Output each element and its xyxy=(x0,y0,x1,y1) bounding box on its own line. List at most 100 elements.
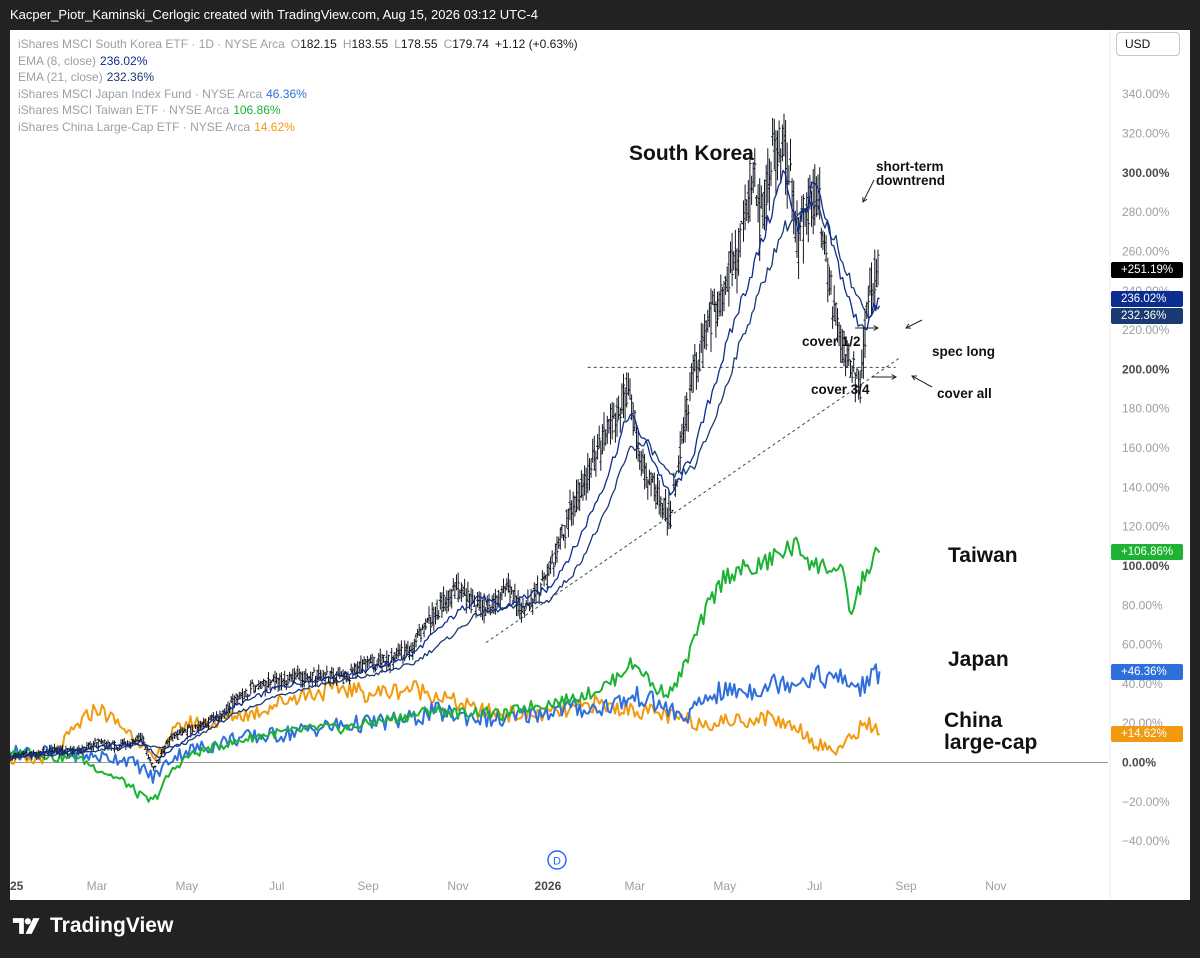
ohlc-bar xyxy=(766,148,770,203)
ohlc-bar xyxy=(100,738,103,744)
legend-label: EMA (21, close) xyxy=(18,70,103,85)
ohlc-bar xyxy=(771,117,775,146)
ohlc-bar xyxy=(719,274,723,317)
series-line-ema-21-close[interactable] xyxy=(10,201,881,760)
ohlc-bar xyxy=(254,685,257,692)
ohlc-bar xyxy=(625,372,629,408)
ohlc-bar xyxy=(236,694,240,705)
ohlc-bar xyxy=(255,684,259,687)
legend-row[interactable]: EMA (8, close) 236.02% xyxy=(18,53,578,70)
attribution-header: Kacper_Piotr_Kaminski_Cerlogic created w… xyxy=(0,0,1200,30)
ohlc-bar xyxy=(638,450,642,470)
ohlc-bar xyxy=(761,192,765,229)
ohlc-bar xyxy=(516,590,520,617)
legend-row[interactable]: iShares China Large-Cap ETF · NYSE Arca 1… xyxy=(18,119,578,136)
ohlc-bar xyxy=(352,662,356,674)
ohlc-bar xyxy=(534,583,538,604)
ohlc-bar xyxy=(711,290,715,305)
ohlc-bar xyxy=(510,586,514,595)
ohlc-bar xyxy=(756,184,760,223)
ohlc-bar xyxy=(448,588,452,607)
ohlc-bar xyxy=(142,736,146,745)
series-line-ema-8-close[interactable] xyxy=(10,169,880,759)
y-tick-label: 60.00% xyxy=(1122,638,1163,652)
x-tick-label: Jul xyxy=(807,879,822,893)
annotation-large-cap: large-cap xyxy=(944,731,1037,754)
annotation-taiwan: Taiwan xyxy=(948,544,1018,567)
ohlc-bar xyxy=(604,429,608,446)
ohlc-bar xyxy=(646,479,650,500)
y-tick-label: 200.00% xyxy=(1122,362,1170,376)
ohlc-bar xyxy=(208,715,212,721)
legend-row[interactable]: iShares MSCI Taiwan ETF · NYSE Arca 106.8… xyxy=(18,102,578,119)
ohlc-bar xyxy=(231,693,235,714)
ohlc-bar xyxy=(565,509,569,528)
price-tag: +46.36% xyxy=(1111,664,1183,680)
ohlc-bar xyxy=(662,497,666,519)
ohlc-bar xyxy=(297,668,301,681)
ohlc-bar xyxy=(844,354,848,377)
ohlc-bar xyxy=(717,291,721,317)
ohlc-bar xyxy=(456,572,460,603)
annotation-arrow xyxy=(862,179,875,203)
ohlc-bar xyxy=(158,755,162,763)
series-line-ishares-msci-japan-index-fund[interactable] xyxy=(10,663,881,784)
ohlc-bar xyxy=(408,646,411,661)
ohlc-bar xyxy=(746,180,750,224)
ohlc-bar xyxy=(600,424,604,455)
x-tick-label: 2026 xyxy=(535,879,562,893)
ohlc-bar xyxy=(792,180,796,235)
ohlc-bar xyxy=(729,241,732,274)
ohlc-bar xyxy=(571,491,575,526)
ohlc-bar xyxy=(599,440,603,471)
ohlc-bar xyxy=(148,757,152,763)
y-tick-label: 40.00% xyxy=(1122,677,1163,691)
ohlc-bar xyxy=(699,322,703,353)
series-line-ishares-china-large-cap-etf[interactable] xyxy=(10,679,881,765)
ohlc-bar xyxy=(615,397,619,437)
ohlc-bar xyxy=(365,655,369,669)
ohlc-bar xyxy=(150,762,154,768)
ohlc-bar xyxy=(286,674,290,686)
south-korea-ohlc-bars[interactable] xyxy=(10,113,880,771)
tradingview-brand[interactable]: TradingView xyxy=(12,914,173,938)
ohlc-bar xyxy=(310,672,314,687)
ohlc-bar xyxy=(858,371,862,404)
legend-label: iShares China Large-Cap ETF · NYSE Arca xyxy=(18,119,251,134)
ohlc-bar xyxy=(506,573,510,593)
ohlc-bar xyxy=(743,184,747,231)
ohlc-bar xyxy=(445,590,449,614)
legend-row[interactable]: iShares MSCI Japan Index Fund · NYSE Arc… xyxy=(18,86,578,103)
ohlc-bar xyxy=(563,525,567,549)
ohlc-bar xyxy=(450,588,454,609)
ohlc-bar xyxy=(748,151,752,222)
ohlc-bar xyxy=(579,470,583,499)
y-tick-label: 0.00% xyxy=(1122,756,1156,770)
ohlc-bar xyxy=(555,536,559,563)
price-tag: +251.19% xyxy=(1111,262,1183,278)
series-line-ishares-msci-taiwan-etf[interactable] xyxy=(10,536,881,803)
price-tag: 232.36% xyxy=(1111,308,1183,324)
ohlc-bar xyxy=(704,320,708,350)
annotation-cover-three-quarters: cover 3/4 xyxy=(811,382,870,397)
ohlc-bar xyxy=(550,550,554,564)
ohlc-bar xyxy=(544,574,548,581)
ohlc-bar xyxy=(568,489,572,521)
annotation-arrow xyxy=(911,375,933,388)
ohlc-bar xyxy=(592,435,596,471)
ohlc-bar xyxy=(147,754,150,760)
ohlc-bar xyxy=(874,258,878,288)
ohlc-bar xyxy=(789,138,792,171)
ohlc-bar xyxy=(523,606,527,618)
dividend-marker-icon[interactable] xyxy=(547,850,567,870)
ohlc-bar xyxy=(416,628,420,638)
ohlc-bar xyxy=(500,585,504,601)
ohlc-bar xyxy=(657,480,661,515)
ohlc-bar xyxy=(542,572,546,587)
currency-button[interactable]: USD xyxy=(1116,32,1180,56)
legend-row[interactable]: EMA (21, close) 232.36% xyxy=(18,69,578,86)
legend-row[interactable]: iShares MSCI South Korea ETF · 1D · NYSE… xyxy=(18,36,578,53)
ohlc-bar xyxy=(814,176,818,217)
chart-svg[interactable]: 340.00%320.00%300.00%280.00%260.00%240.0… xyxy=(10,30,1190,900)
